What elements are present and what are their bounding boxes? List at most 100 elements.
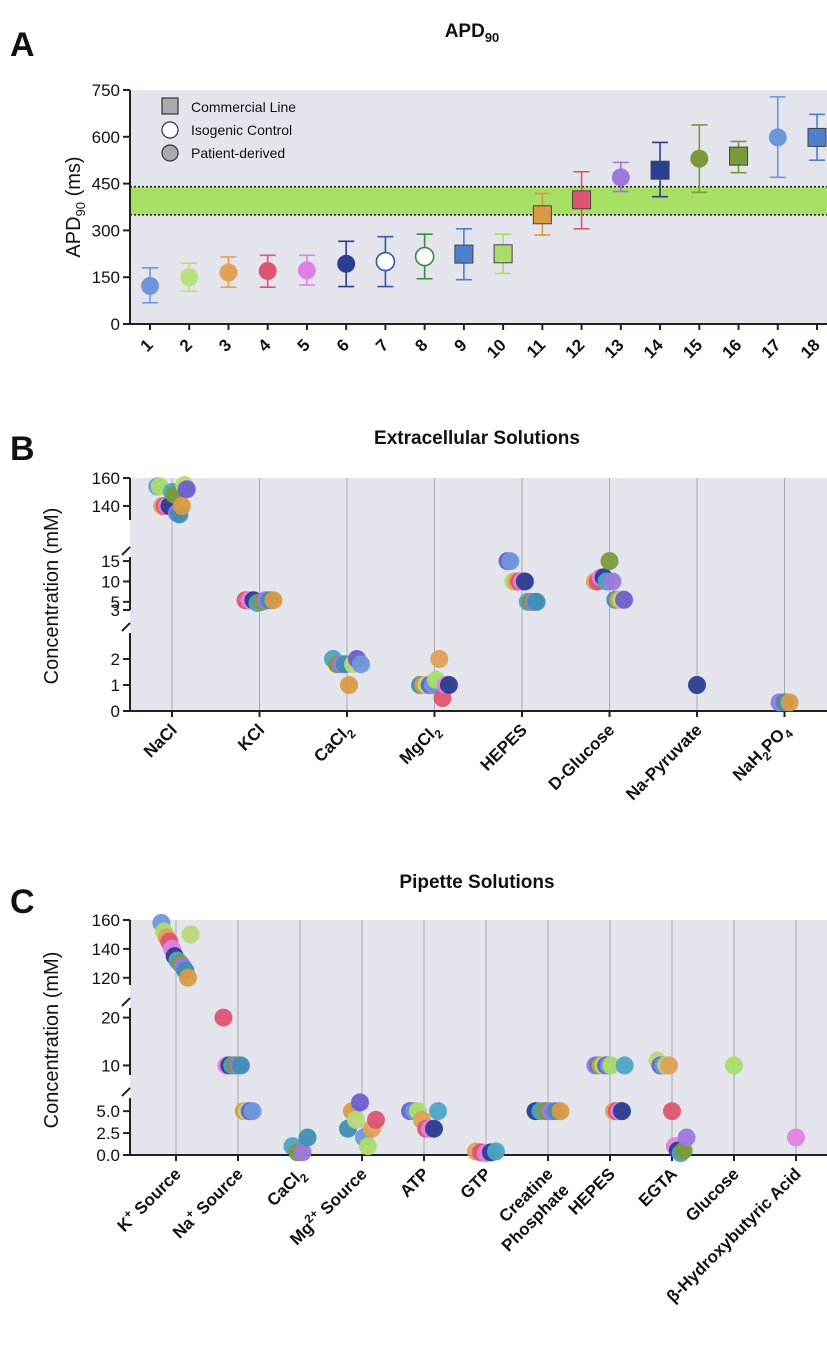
panel-b-label: B [10, 430, 35, 468]
category-point-group [688, 676, 706, 694]
data-point [430, 650, 449, 668]
panel-b-plot-area [130, 478, 827, 711]
data-point [615, 1056, 634, 1075]
category-point-group [467, 1142, 505, 1163]
panel-c-plot-area [130, 920, 827, 1155]
y-tick-label: 120 [92, 969, 120, 988]
data-point [351, 1093, 369, 1112]
data-point [179, 968, 197, 987]
category-point-group [152, 913, 200, 987]
category-name: HEPES [477, 720, 531, 774]
category-label: NaH2PO4 [729, 720, 796, 787]
apd-point-group [611, 161, 630, 193]
data-point [787, 1128, 805, 1147]
legend-square-marker [161, 97, 179, 115]
data-point [780, 693, 799, 712]
y-tick-label: 5 [111, 593, 120, 612]
panel-c-axes: 0.0 2.5 5.0 10 20 120 140 160 [92, 911, 827, 1165]
panel-a-label: A [10, 26, 35, 64]
axis-break-mark [121, 546, 131, 556]
data-point [515, 572, 534, 591]
category-point-group [586, 1056, 634, 1121]
category-point-group [236, 591, 283, 613]
reference-band [130, 185, 827, 216]
x-tick-label: 18 [797, 335, 824, 362]
category-point-group [148, 476, 196, 524]
mean-marker-circle [297, 261, 316, 280]
category-point-group [648, 1051, 696, 1163]
y-tick-label: 0 [111, 315, 120, 334]
x-tick-label: 17 [758, 335, 785, 362]
mean-marker-circle [690, 149, 709, 168]
x-tick-label: 12 [562, 335, 589, 362]
y-tick-label: 10 [101, 572, 120, 591]
apd-point-group [454, 228, 474, 281]
category-name: D-Glucose [545, 720, 619, 794]
data-point [688, 676, 706, 694]
apd-point-group [532, 192, 552, 236]
y-tick-label: 600 [92, 128, 120, 147]
y-tick-label: 450 [92, 175, 120, 194]
category-name: ATP [396, 1164, 433, 1201]
category-point-group [324, 650, 370, 694]
legend-open-circle-marker [161, 121, 179, 139]
x-tick-label: 10 [483, 335, 510, 362]
data-point [429, 1102, 447, 1121]
legend-label-commercial: Commercial Line [191, 99, 296, 115]
x-tick-label: 7 [372, 335, 392, 355]
panel-c-points [152, 913, 805, 1163]
category-point-group [411, 650, 458, 707]
data-point [527, 592, 546, 611]
mean-marker-square [807, 127, 827, 147]
y-tick-label: 160 [92, 469, 120, 488]
category-name: KCl [234, 720, 268, 754]
category-name: GTP [457, 1164, 495, 1202]
legend-filled-circle-marker [161, 144, 179, 162]
panel-a-legend: Commercial Line Isogenic Control Patient… [161, 97, 296, 162]
mean-marker-circle [337, 254, 356, 273]
reference-band-fill [130, 186, 827, 215]
data-point [602, 1056, 621, 1075]
data-point [487, 1142, 505, 1161]
mean-marker-circle [141, 276, 159, 295]
apd-point-group [337, 240, 356, 288]
x-tick-label: 15 [679, 335, 706, 362]
category-point-group [401, 1102, 447, 1138]
y-tick-label: 150 [92, 268, 120, 287]
y-tick-label: 3 [111, 601, 120, 620]
panel-a-y-axis-label: APD90 (ms) [63, 156, 88, 257]
panel-c-title: Pipette Solutions [399, 872, 554, 893]
category-point-group [725, 1056, 743, 1075]
mean-marker-open-circle [414, 246, 435, 267]
y-tick-label: 1 [111, 676, 120, 695]
mean-marker-square [493, 244, 513, 264]
apd-point-group [414, 233, 435, 280]
data-point [264, 591, 283, 610]
panel-b-points [148, 476, 799, 712]
y-tick-label: 0 [111, 702, 120, 721]
data-point [501, 552, 520, 571]
data-point [340, 676, 358, 694]
category-label: Glucose [682, 1164, 743, 1225]
category-label: CaCl2 [263, 1164, 312, 1213]
x-tick-label: 5 [294, 335, 314, 355]
legend-label-isogenic: Isogenic Control [191, 122, 292, 138]
category-label: Na-Pyruvate [622, 720, 706, 804]
category-point-group [214, 1008, 262, 1121]
category-suffix: Source [127, 1164, 185, 1222]
data-point [214, 1008, 233, 1027]
category-point-group [339, 1093, 385, 1156]
apd-point-group [690, 124, 709, 194]
mean-marker-circle [180, 268, 199, 287]
category-point-group [283, 1128, 317, 1162]
axis-break-mark [121, 997, 131, 1007]
category-label: MgCl2 [396, 720, 447, 771]
panel-c: C Pipette Solutions 0.0 2.5 5.0 10 20 120 140 1… [10, 872, 827, 1306]
category-label: D-Glucose [545, 720, 619, 794]
x-tick-label: 4 [254, 335, 275, 356]
category-name: Glucose [682, 1164, 743, 1225]
mean-marker-square [729, 146, 749, 166]
data-point [172, 497, 191, 515]
